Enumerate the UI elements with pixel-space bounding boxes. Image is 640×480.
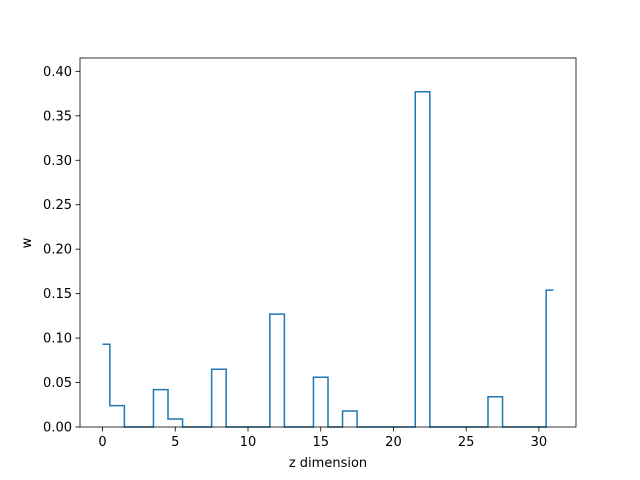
y-axis-ticks: 0.00 0.05 0.10 0.15 0.20 0.25 0.30 0.35 0.40 (43, 65, 80, 436)
y-tick-label: 0.15 (43, 287, 72, 302)
x-axis-label: z dimension (289, 456, 367, 471)
y-tick-label: 0.30 (43, 154, 72, 169)
x-tick-label: 15 (312, 435, 329, 450)
x-tick-label: 5 (171, 435, 179, 450)
y-tick-label: 0.10 (43, 332, 72, 347)
axes-frame (79, 57, 577, 428)
x-tick-label: 10 (240, 435, 257, 450)
y-tick-label: 0.40 (43, 65, 72, 80)
x-tick-label: 0 (98, 435, 106, 450)
x-axis-ticks: 0 5 10 15 20 25 30 (98, 427, 547, 450)
y-tick-label: 0.20 (43, 243, 72, 258)
x-tick-label: 30 (531, 435, 548, 450)
x-tick-label: 25 (458, 435, 475, 450)
y-tick-label: 0.00 (43, 421, 72, 436)
y-tick-label: 0.25 (43, 198, 72, 213)
y-axis-label: w (20, 237, 35, 248)
x-tick-label: 20 (385, 435, 402, 450)
y-tick-label: 0.05 (43, 376, 72, 391)
y-tick-label: 0.35 (43, 109, 72, 124)
